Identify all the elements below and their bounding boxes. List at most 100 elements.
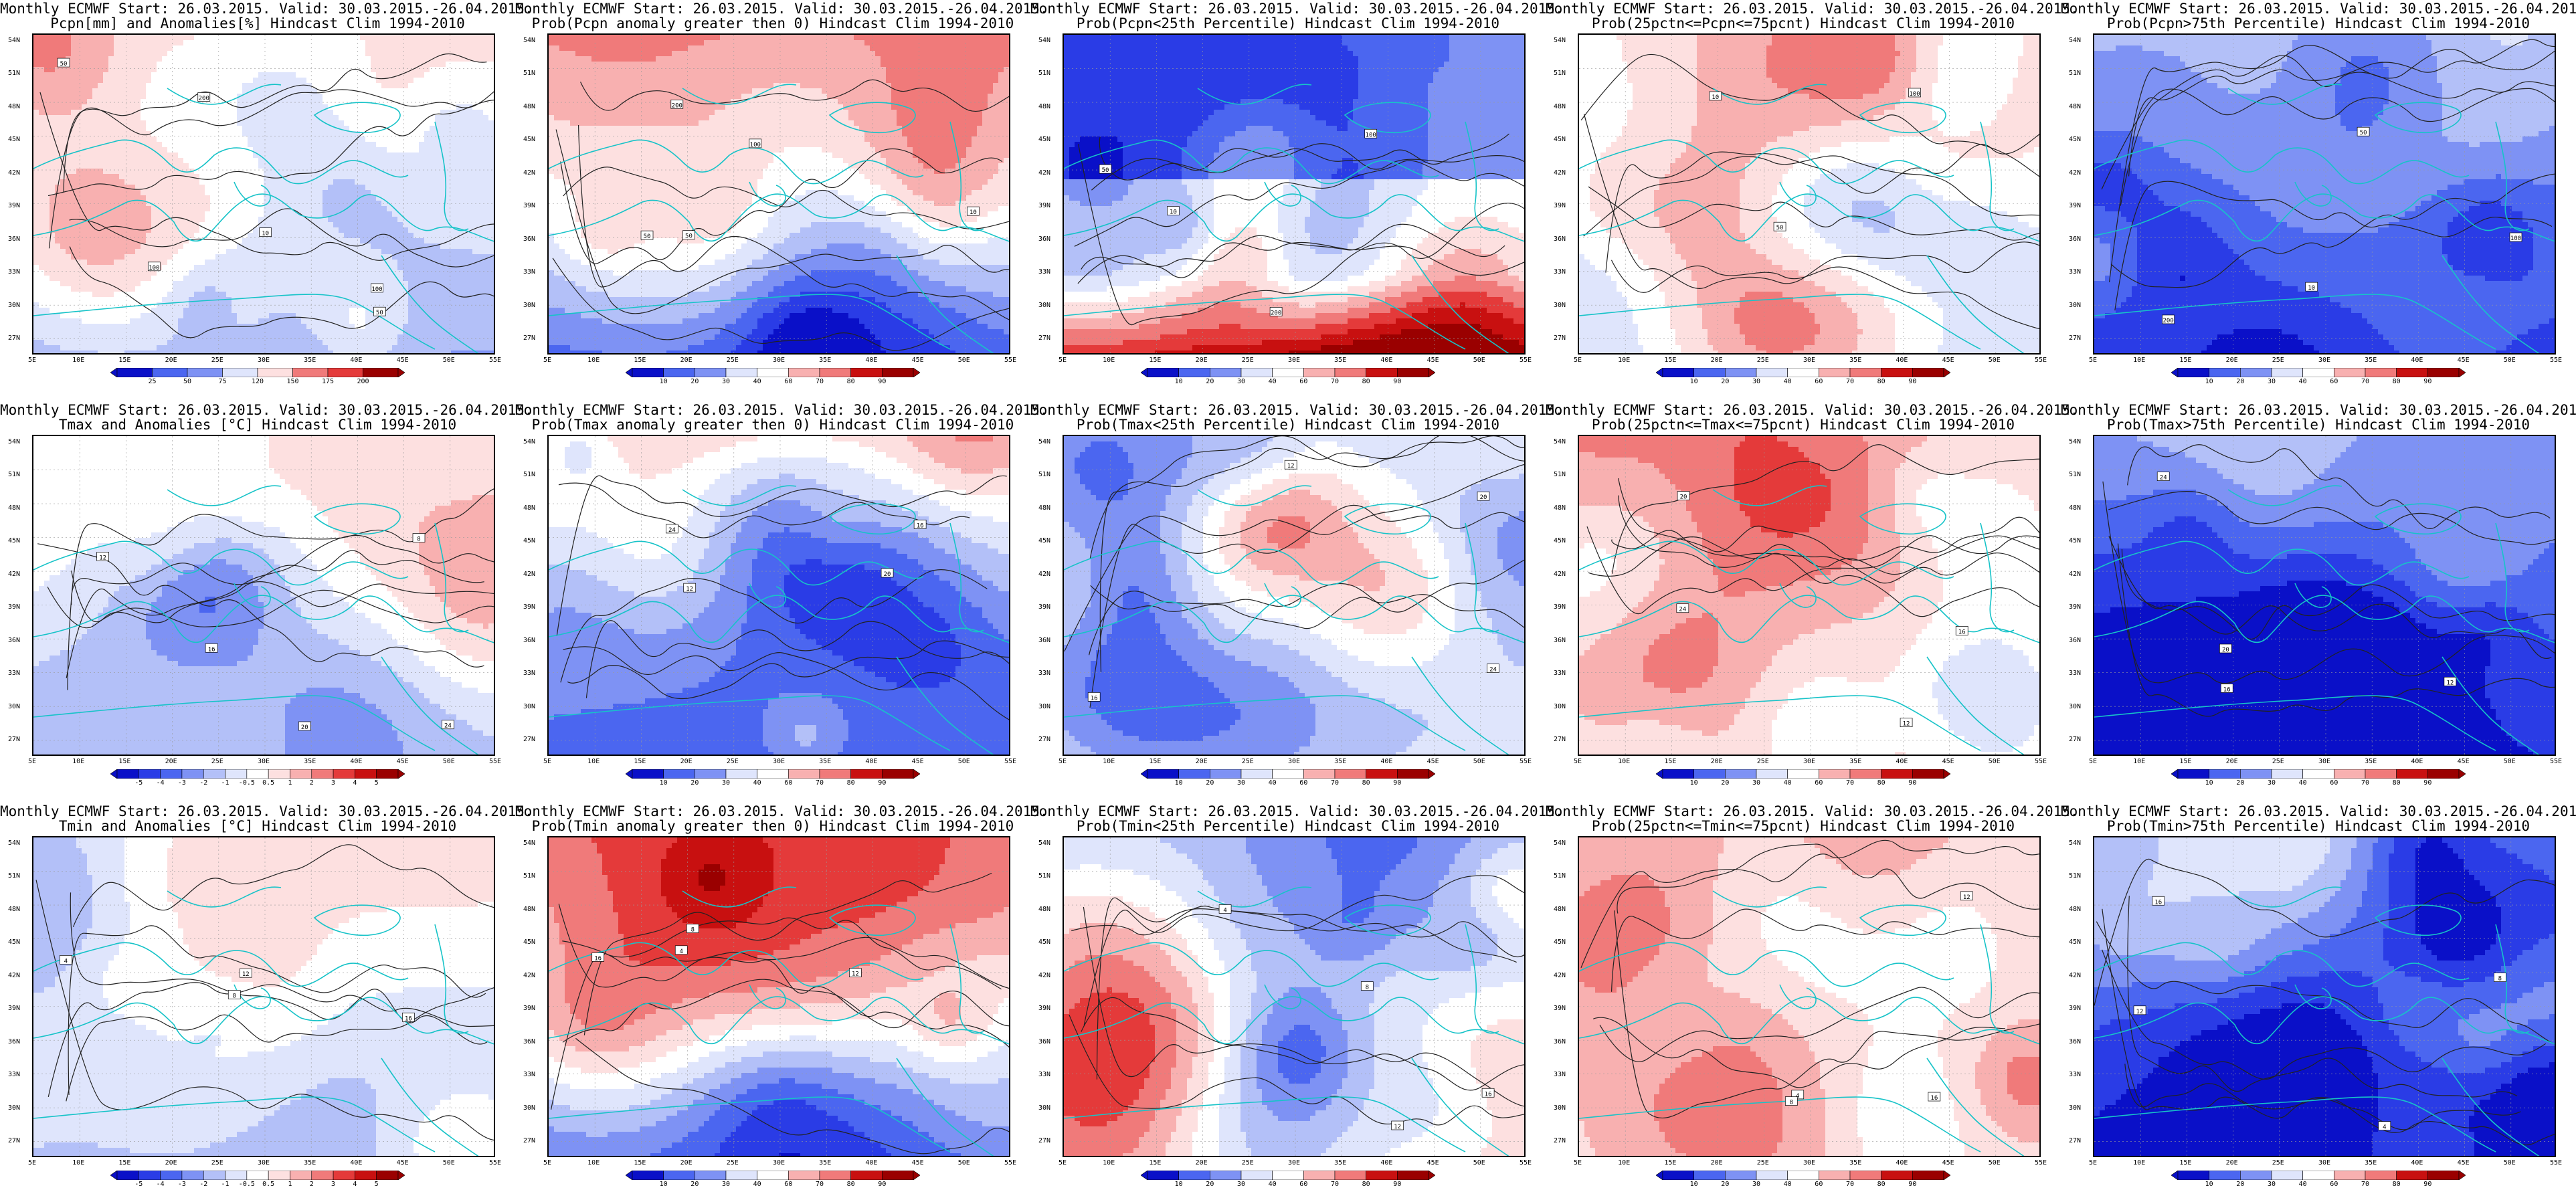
colorbar-label: 70 bbox=[816, 1181, 824, 1188]
colorbar-label: 3 bbox=[331, 1181, 335, 1188]
longitude-label: 40E bbox=[2411, 1160, 2423, 1167]
longitude-label: 35E bbox=[819, 1160, 831, 1167]
panel-title: Monthly ECMWF Start: 26.03.2015. Valid: … bbox=[1030, 1, 1546, 16]
panel-subtitle: Prob(25pctn<=Tmin<=75pcnt) Hindcast Clim… bbox=[1546, 819, 2061, 833]
colorbar-label: 90 bbox=[878, 1181, 886, 1188]
colorbar bbox=[1656, 769, 1950, 779]
longitude-label: 5E bbox=[1059, 1160, 1067, 1167]
panel-title: Monthly ECMWF Start: 26.03.2015. Valid: … bbox=[515, 403, 1030, 417]
colorbar-label: 40 bbox=[753, 379, 761, 385]
map-panel: Monthly ECMWF Start: 26.03.2015. Valid: … bbox=[0, 0, 515, 401]
colorbar-label: 30 bbox=[1752, 780, 1760, 787]
colorbar-label: 20 bbox=[2236, 1181, 2244, 1188]
latitude-label: 27N bbox=[8, 1138, 20, 1144]
longitude-label: 35E bbox=[2365, 1160, 2377, 1167]
latitude-label: 48N bbox=[523, 906, 535, 913]
longitude-label: 40E bbox=[350, 357, 362, 364]
longitude-label: 35E bbox=[1849, 1160, 1861, 1167]
colorbar-label: 10 bbox=[1690, 379, 1698, 385]
latitude-label: 36N bbox=[2069, 236, 2081, 243]
latitude-label: 39N bbox=[1038, 604, 1050, 611]
longitude-label: 5E bbox=[1574, 1160, 1582, 1167]
longitude-label: 15E bbox=[118, 759, 130, 765]
longitude-label: 45E bbox=[2458, 1160, 2470, 1167]
latitude-label: 48N bbox=[2069, 906, 2081, 913]
colorbar-label: 60 bbox=[2330, 379, 2338, 385]
latitude-label: 36N bbox=[1038, 236, 1050, 243]
latitude-label: 33N bbox=[1038, 670, 1050, 677]
longitude-label: 45E bbox=[1942, 1160, 1954, 1167]
longitude-label: 25E bbox=[1757, 759, 1769, 765]
latitude-label: 42N bbox=[2069, 571, 2081, 578]
colorbar-label: 30 bbox=[722, 379, 730, 385]
colorbar-label: 10 bbox=[1175, 379, 1183, 385]
longitude-label: 30E bbox=[1803, 357, 1815, 364]
contour-label: 16 bbox=[2221, 684, 2233, 693]
latitude-label: 33N bbox=[1554, 670, 1566, 677]
colorbar-label: 20 bbox=[691, 780, 699, 787]
latitude-label: 33N bbox=[2069, 1072, 2081, 1078]
longitude-label: 20E bbox=[2226, 759, 2238, 765]
latitude-label: 27N bbox=[523, 1138, 535, 1144]
longitude-label: 15E bbox=[1149, 357, 1161, 364]
contour-label: 12 bbox=[2134, 1006, 2146, 1015]
longitude-label: 35E bbox=[2365, 357, 2377, 364]
longitude-label: 15E bbox=[634, 1160, 646, 1167]
longitude-label: 45E bbox=[2458, 759, 2470, 765]
longitude-label: 5E bbox=[543, 759, 551, 765]
latitude-label: 30N bbox=[1554, 302, 1566, 309]
colorbar-label: 10 bbox=[1175, 1181, 1183, 1188]
map-field: 12 16 20 24 bbox=[1063, 435, 1526, 756]
colorbar-label: 0.5 bbox=[262, 1181, 274, 1188]
colorbar-label: 70 bbox=[1846, 379, 1854, 385]
longitude-label: 25E bbox=[1757, 1160, 1769, 1167]
longitude-label: 30E bbox=[2318, 1160, 2330, 1167]
latitude-label: 51N bbox=[8, 70, 20, 77]
map-field: 100 50 10 200 50 bbox=[547, 33, 1010, 355]
latitude-label: 48N bbox=[8, 104, 20, 110]
contour-label: 50 bbox=[373, 307, 385, 316]
longitude-label: 20E bbox=[680, 759, 693, 765]
latitude-label: 45N bbox=[523, 136, 535, 143]
colorbar-label: 10 bbox=[1690, 780, 1698, 787]
longitude-label: 15E bbox=[1664, 357, 1676, 364]
contour-label: 16 bbox=[402, 1013, 414, 1022]
colorbar-label: 80 bbox=[847, 780, 855, 787]
latitude-label: 33N bbox=[1554, 269, 1566, 276]
longitude-label: 40E bbox=[350, 1160, 362, 1167]
contour-label: 50 bbox=[1099, 165, 1111, 174]
longitude-label: 20E bbox=[680, 357, 693, 364]
latitude-label: 48N bbox=[523, 505, 535, 512]
colorbar-label: 40 bbox=[1269, 780, 1277, 787]
contour-label: 8 bbox=[228, 990, 240, 999]
longitude-label: 5E bbox=[1059, 759, 1067, 765]
latitude-label: 51N bbox=[1038, 472, 1050, 478]
colorbar-label: 60 bbox=[1815, 780, 1823, 787]
colorbar-label: 80 bbox=[2393, 1181, 2401, 1188]
latitude-label: 51N bbox=[2069, 873, 2081, 880]
longitude-label: 10E bbox=[1618, 759, 1630, 765]
colorbar-label: 10 bbox=[2205, 379, 2213, 385]
contour-label: 100 bbox=[749, 139, 761, 148]
contour-label: 10 bbox=[1710, 92, 1722, 101]
longitude-label: 50E bbox=[1989, 357, 2001, 364]
colorbar-label: 80 bbox=[1877, 379, 1885, 385]
longitude-label: 20E bbox=[165, 1160, 177, 1167]
contour-label: 12 bbox=[2444, 677, 2456, 686]
latitude-label: 33N bbox=[523, 670, 535, 677]
contour-label: 100 bbox=[1909, 88, 1921, 98]
latitude-label: 42N bbox=[1554, 973, 1566, 979]
colorbar-label: 0.5 bbox=[262, 780, 274, 787]
longitude-label: 10E bbox=[2133, 1160, 2145, 1167]
colorbar-label: -2 bbox=[199, 1181, 207, 1188]
map-field: 12 16 20 24 bbox=[547, 435, 1010, 756]
latitude-label: 27N bbox=[1038, 335, 1050, 342]
longitude-label: 15E bbox=[2179, 1160, 2191, 1167]
longitude-label: 55E bbox=[2550, 357, 2562, 364]
map-field: 100 50 10 200 bbox=[1063, 33, 1526, 355]
contour-label: 4 bbox=[1219, 904, 1231, 914]
longitude-label: 25E bbox=[1242, 759, 1254, 765]
longitude-label: 55E bbox=[489, 357, 501, 364]
latitude-label: 42N bbox=[1038, 571, 1050, 578]
